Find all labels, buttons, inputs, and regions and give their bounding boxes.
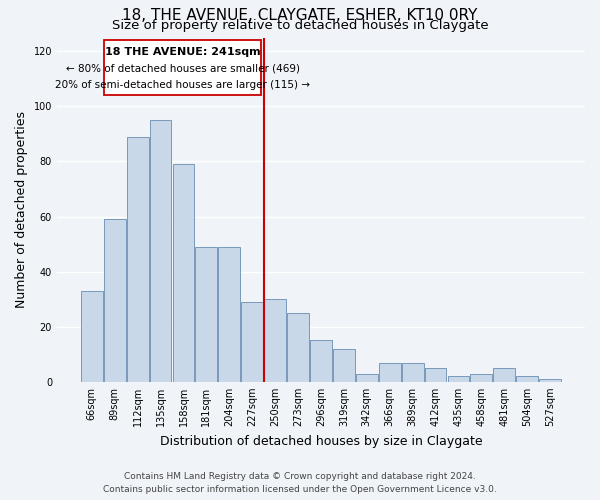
Bar (448, 376, 469, 382)
Bar (402, 362, 424, 382)
Bar (196, 247, 217, 382)
Bar (493, 368, 515, 382)
Bar (149, 120, 172, 382)
Bar (425, 368, 446, 382)
Bar (333, 349, 355, 382)
Bar (539, 379, 561, 382)
Bar (81, 291, 103, 382)
FancyBboxPatch shape (104, 40, 262, 96)
Bar (470, 374, 492, 382)
Bar (287, 313, 309, 382)
Bar (310, 340, 332, 382)
Y-axis label: Number of detached properties: Number of detached properties (15, 111, 28, 308)
Bar (173, 164, 194, 382)
Bar (517, 376, 538, 382)
Text: 18 THE AVENUE: 241sqm: 18 THE AVENUE: 241sqm (105, 47, 261, 57)
X-axis label: Distribution of detached houses by size in Claygate: Distribution of detached houses by size … (160, 434, 482, 448)
Bar (264, 299, 286, 382)
Text: 18, THE AVENUE, CLAYGATE, ESHER, KT10 0RY: 18, THE AVENUE, CLAYGATE, ESHER, KT10 0R… (122, 8, 478, 22)
Bar (356, 374, 377, 382)
Bar (218, 247, 240, 382)
Text: ← 80% of detached houses are smaller (469): ← 80% of detached houses are smaller (46… (66, 64, 300, 74)
Bar (379, 362, 401, 382)
Bar (104, 220, 125, 382)
Bar (127, 136, 149, 382)
Bar (241, 302, 263, 382)
Text: Contains HM Land Registry data © Crown copyright and database right 2024.
Contai: Contains HM Land Registry data © Crown c… (103, 472, 497, 494)
Text: 20% of semi-detached houses are larger (115) →: 20% of semi-detached houses are larger (… (55, 80, 310, 90)
Text: Size of property relative to detached houses in Claygate: Size of property relative to detached ho… (112, 19, 488, 32)
